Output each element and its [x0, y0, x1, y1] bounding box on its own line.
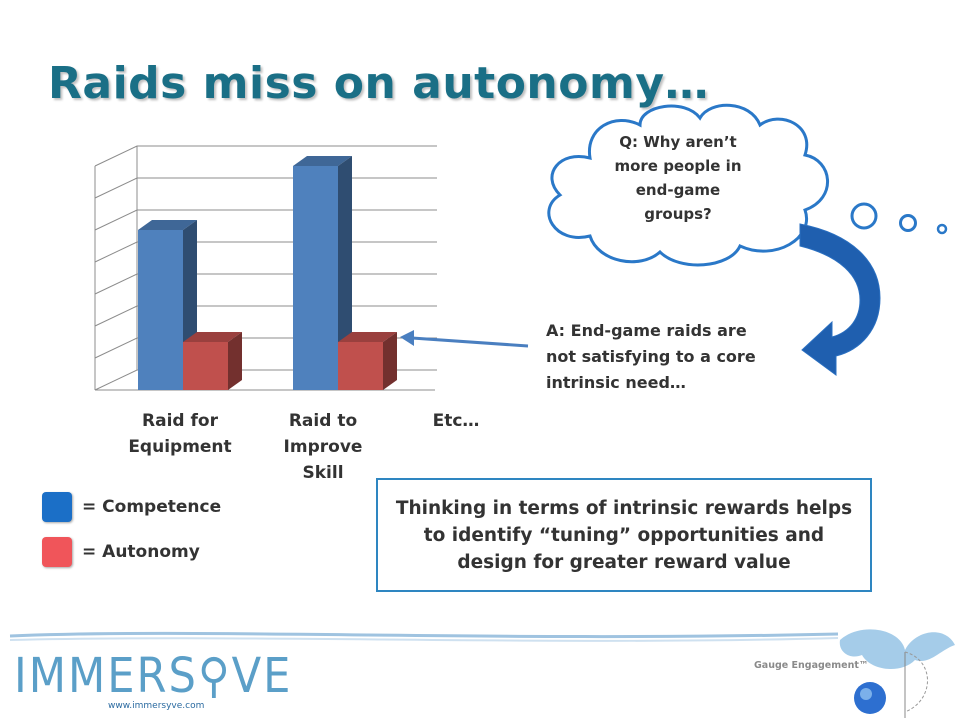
- chart-bars: [138, 156, 397, 390]
- answer-text: A: End-game raids are not satisfying to …: [546, 318, 786, 396]
- legend-label: = Autonomy: [82, 542, 200, 562]
- slide-title: Raids miss on autonomy…: [48, 58, 710, 109]
- callout-line: to identify “tuning” opportunities and: [423, 524, 825, 546]
- legend-swatch: [42, 537, 72, 567]
- bar-autonomy-1: [338, 332, 397, 390]
- insight-callout-box: Thinking in terms of intrinsic rewards h…: [376, 478, 872, 592]
- bar-autonomy-0-side: [228, 332, 242, 390]
- category-label: Raid for Equipment: [110, 408, 250, 460]
- website-url: www.immersyve.com: [108, 701, 205, 711]
- category-label-line: Raid for: [142, 411, 218, 431]
- gauge-engagement-label: Gauge Engagement™: [754, 660, 869, 671]
- bar-autonomy-0-top: [183, 332, 242, 342]
- question-line: groups?: [644, 205, 712, 223]
- bar-competence-0-front: [138, 230, 183, 390]
- category-label-line: Equipment: [128, 437, 232, 457]
- answer-line: A: End-game raids are: [546, 321, 747, 340]
- category-label: Raid to Improve Skill: [253, 408, 393, 486]
- pointer-arrow: [400, 330, 529, 348]
- category-label-line: Etc…: [432, 411, 480, 431]
- curved-arrow-icon: [799, 223, 881, 376]
- bar-competence-1-top: [293, 156, 352, 166]
- bar-autonomy-0: [183, 332, 242, 390]
- bar-competence-0-top: [138, 220, 197, 230]
- legend-label: = Competence: [82, 497, 222, 517]
- category-label-line: Skill: [302, 463, 344, 483]
- gridline: [94, 145, 437, 167]
- question-line: end-game: [635, 181, 721, 199]
- answer-line: not satisfying to a core: [546, 347, 756, 366]
- bar-competence-1: [293, 156, 352, 390]
- thought-cloud: [547, 103, 948, 267]
- bar-competence-1-front: [293, 166, 338, 390]
- callout-line: Thinking in terms of intrinsic rewards h…: [395, 497, 853, 519]
- category-label: Etc…: [386, 408, 526, 434]
- legend-swatch: [42, 492, 72, 522]
- immersyve-logo: IMMERS⚲VE: [14, 648, 293, 704]
- question-text: Q: Why aren’t more people in end-game gr…: [588, 130, 768, 226]
- category-label-line: Improve: [283, 437, 363, 457]
- gridline: [94, 177, 437, 199]
- category-label-line: Raid to: [288, 411, 358, 431]
- question-line: Q: Why aren’t: [619, 133, 737, 151]
- callout-line: design for greater reward value: [457, 551, 791, 573]
- bar-autonomy-1-top: [338, 332, 397, 342]
- bar-autonomy-1-side: [383, 332, 397, 390]
- bar-autonomy-0-front: [183, 342, 228, 390]
- question-line: more people in: [614, 157, 742, 175]
- splash-graphic: [839, 629, 955, 718]
- bar-competence-1-side: [338, 156, 352, 390]
- answer-line: intrinsic need…: [546, 373, 686, 392]
- bar-autonomy-1-front: [338, 342, 383, 390]
